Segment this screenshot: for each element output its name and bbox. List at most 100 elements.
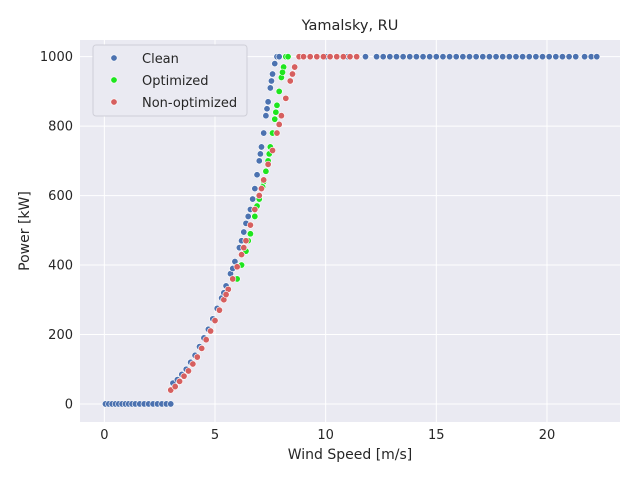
y-tick-labels: 0 200 400 600 800 1000 [40,50,73,412]
data-point-clean [392,53,400,61]
data-point-clean [256,150,264,158]
data-point-clean [565,53,573,61]
data-point-clean [492,53,500,61]
y-tick-label: 1000 [40,50,73,65]
data-point-clean [581,53,589,61]
x-tick-label: 0 [100,428,108,443]
data-point-clean [361,53,369,61]
data-point-clean [267,77,275,85]
data-point-clean [386,53,394,61]
data-point-non-optimized [333,53,341,61]
data-point-optimized [275,87,283,95]
data-point-clean [412,53,420,61]
data-point-clean [262,112,270,120]
data-point-optimized [271,115,279,123]
series-non-optimized [167,53,361,394]
data-point-clean [379,53,387,61]
data-point-clean [244,212,252,220]
data-point-non-optimized [242,237,250,245]
data-point-non-optimized [184,367,192,375]
data-point-clean [275,53,283,61]
data-point-clean [539,53,547,61]
data-point-clean [264,98,272,106]
data-point-optimized [284,53,292,61]
data-point-non-optimized [264,160,272,168]
legend-marker-non-optimized [110,98,118,106]
data-point-non-optimized [260,176,268,184]
y-axis-label: Power [kW] [17,191,33,271]
x-axis-label: Wind Speed [m/s] [288,447,413,463]
data-point-non-optimized [275,120,283,128]
legend-label-non-optimized: Non-optimized [142,96,237,111]
data-point-non-optimized [269,146,277,154]
x-tick-labels: 0 5 10 15 20 [100,428,555,443]
data-point-non-optimized [222,291,230,299]
legend-marker-clean [110,54,118,62]
data-point-non-optimized [339,53,347,61]
data-point-optimized [262,167,270,175]
data-point-clean [269,70,277,78]
data-point-clean [499,53,507,61]
chart-title: Yamalsky, RU [301,18,399,34]
data-point-clean [472,53,480,61]
data-point-clean [240,228,248,236]
legend: Clean Optimized Non-optimized [92,44,248,117]
data-point-clean [446,53,454,61]
data-point-clean [251,185,259,193]
data-point-non-optimized [313,53,321,61]
data-point-clean [406,53,414,61]
x-tick-label: 5 [211,428,219,443]
data-point-clean [466,53,474,61]
data-point-non-optimized [300,53,308,61]
data-point-non-optimized [202,336,210,344]
y-tick-label: 400 [48,259,73,274]
legend-marker-optimized [110,76,118,84]
data-point-non-optimized [277,112,285,120]
data-point-non-optimized [319,53,327,61]
data-point-non-optimized [176,377,184,385]
data-point-non-optimized [306,53,314,61]
data-point-non-optimized [189,360,197,368]
data-point-clean [432,53,440,61]
data-point-clean [525,53,533,61]
x-tick-label: 15 [428,428,445,443]
data-points [101,53,601,408]
data-point-optimized [278,68,286,76]
data-point-optimized [273,101,281,109]
data-point-non-optimized [255,192,263,200]
data-point-clean [593,53,601,61]
data-point-clean [479,53,487,61]
data-point-non-optimized [240,244,248,252]
legend-label-optimized: Optimized [142,74,209,89]
legend-label-clean: Clean [142,52,179,67]
data-point-non-optimized [251,205,259,213]
data-point-clean [260,129,268,137]
y-tick-label: 600 [48,189,73,204]
data-point-clean [532,53,540,61]
series-clean [101,53,601,408]
data-point-clean [263,105,271,113]
data-point-clean [419,53,427,61]
data-point-non-optimized [193,353,201,361]
data-point-clean [512,53,520,61]
data-point-clean [552,53,560,61]
data-point-non-optimized [233,263,241,271]
data-point-clean [373,53,381,61]
data-point-non-optimized [246,221,254,229]
legend-box [92,44,248,117]
data-point-clean [452,53,460,61]
data-point-non-optimized [257,185,265,193]
data-point-clean [439,53,447,61]
data-point-optimized [272,108,280,116]
data-point-non-optimized [180,372,188,380]
data-point-non-optimized [229,275,237,283]
data-point-clean [266,84,274,92]
y-tick-label: 0 [65,397,73,412]
data-point-non-optimized [215,306,223,314]
data-point-clean [545,53,553,61]
data-point-clean [257,143,265,151]
data-point-clean [255,157,263,165]
data-point-non-optimized [171,383,179,391]
data-point-optimized [251,212,259,220]
data-point-clean [519,53,527,61]
